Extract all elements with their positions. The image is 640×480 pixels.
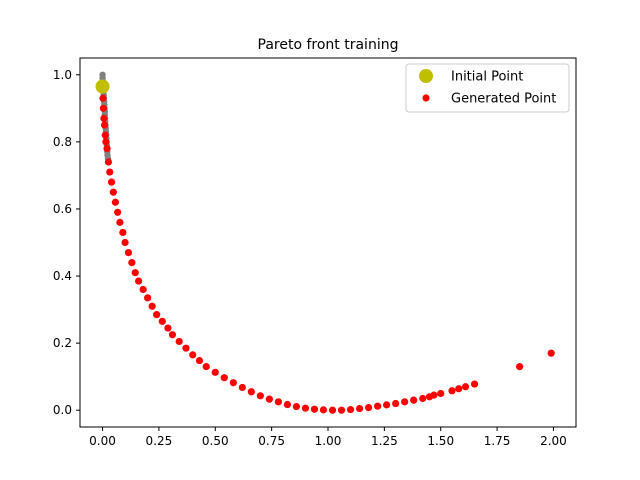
plot-area [95,71,555,414]
data-point [455,385,463,393]
data-point [135,277,143,285]
data-point [107,178,116,186]
data-point [106,168,114,176]
data-point [99,94,107,102]
y-tick-label: 0.4 [53,269,72,283]
data-point [124,248,133,257]
data-point [238,383,246,392]
data-point [114,208,122,216]
data-point [274,398,282,406]
data-point [168,331,177,339]
data-point [437,389,445,398]
data-point [328,406,337,414]
x-tick-label: 1.00 [315,434,342,448]
series-1 [98,84,555,414]
x-tick-label: 1.75 [484,434,511,448]
x-tick-label: 1.50 [427,434,454,448]
data-point [516,363,524,371]
x-tick-label: 2.00 [540,434,567,448]
data-point [461,383,470,391]
data-point [111,198,119,206]
data-point [220,374,228,382]
y-tick-label: 0.0 [53,403,72,417]
data-point [104,158,113,166]
data-point [175,337,183,346]
data-point [265,395,273,403]
data-point [128,259,136,267]
x-tick-label: 0.75 [258,434,285,448]
data-point [153,311,161,319]
axes: 0.00 0.25 0.50 0.75 1.00 1.25 1.50 1.75 2.00 0.0 0… [53,57,577,448]
legend-label: Initial Point [451,70,523,85]
x-tick-label: 0.00 [89,434,116,448]
data-point [182,344,190,352]
data-point [103,144,111,153]
data-point [119,228,127,237]
data-point [292,402,301,411]
data-point [392,399,400,408]
data-point [195,356,204,365]
data-point [102,138,110,146]
data-point [374,402,382,410]
data-point [229,379,237,387]
data-point [121,238,129,247]
x-tick-label: 1.25 [371,434,398,448]
data-point [158,317,166,325]
data-point [383,401,391,409]
data-point [256,392,264,400]
data-point [116,218,124,226]
legend-marker [419,69,433,83]
data-point [144,294,152,302]
y-tick-label: 0.2 [53,336,72,350]
legend-box [405,63,570,113]
series-2 [95,79,110,94]
data-point [101,131,109,139]
data-point [148,302,156,310]
data-point [419,394,427,403]
data-point [164,324,172,332]
data-point [364,403,373,412]
data-point [346,405,355,414]
data-point [301,404,310,412]
y-tick-label: 0.6 [53,202,72,216]
data-point [247,388,255,396]
data-point [109,188,117,196]
data-point [100,114,108,122]
chart-title: Pareto front training [258,37,399,53]
data-point [100,121,109,129]
data-point [211,368,219,376]
x-tick-label: 0.50 [202,434,229,448]
data-point [448,387,456,395]
data-point [283,400,292,409]
data-point [410,396,418,404]
legend: Initial Point Generated Point [405,63,570,113]
y-tick-label: 0.8 [53,135,72,149]
data-point [430,391,438,399]
data-point [310,405,319,413]
y-tick-label: 1.0 [53,68,72,82]
data-point [337,406,346,414]
legend-label: Generated Point [451,92,556,107]
x-tick-label: 0.25 [146,434,173,448]
data-point [319,406,328,414]
data-point [139,285,147,294]
data-point [401,398,409,406]
data-point [131,269,139,277]
data-point [202,363,210,371]
data-point [470,380,479,388]
data-point [547,349,555,357]
data-point [189,351,197,359]
legend-marker [422,94,430,102]
data-point [95,79,110,94]
data-point [355,404,364,413]
data-point [99,104,108,112]
